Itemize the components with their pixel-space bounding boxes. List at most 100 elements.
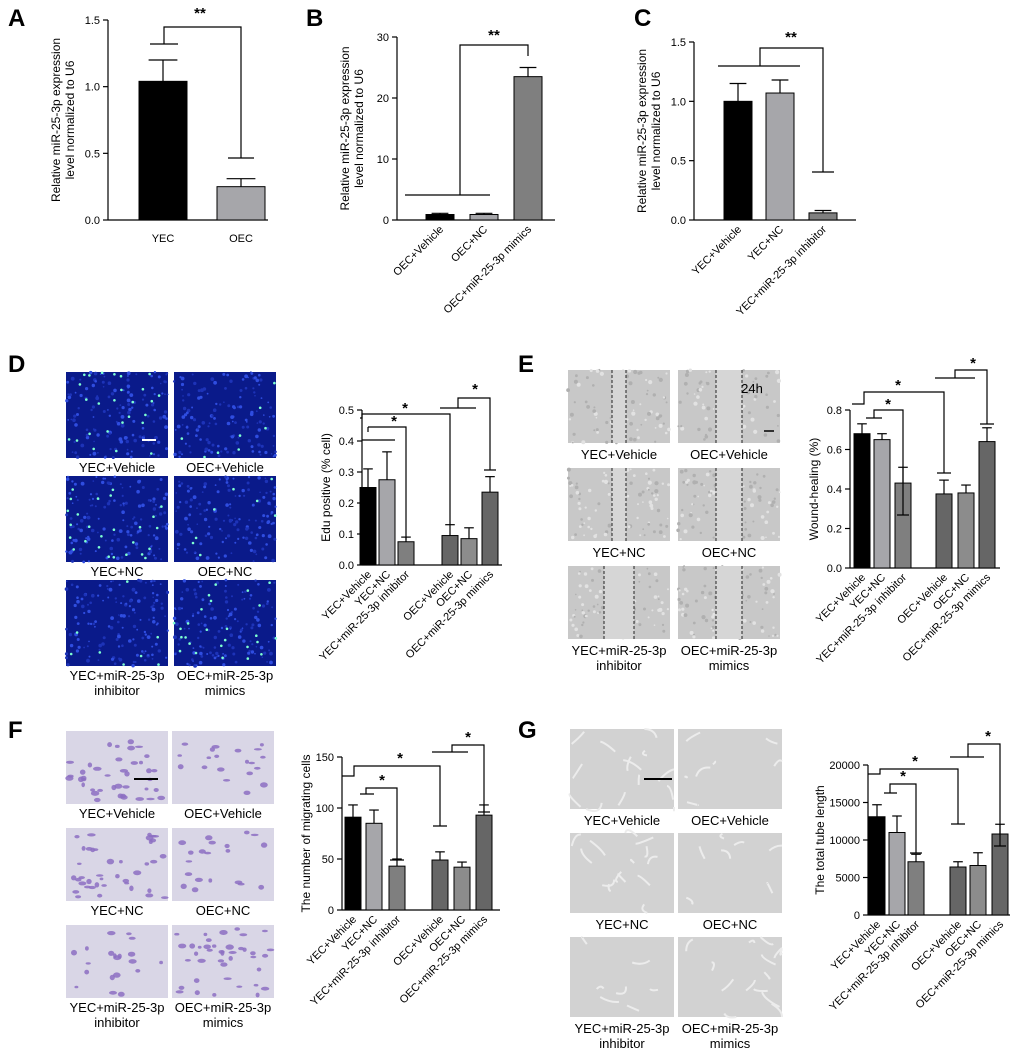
tube-segment xyxy=(760,954,777,966)
nucleus xyxy=(253,391,256,394)
tube-segment xyxy=(698,846,706,860)
cell xyxy=(579,570,581,573)
cell xyxy=(769,577,773,580)
nucleus xyxy=(96,433,100,437)
cell xyxy=(705,381,708,384)
nucleus xyxy=(144,581,147,584)
cell xyxy=(697,495,700,498)
cell xyxy=(705,371,708,374)
cell xyxy=(752,488,756,492)
nucleus xyxy=(227,534,231,538)
nucleus xyxy=(73,440,76,444)
nucleus xyxy=(225,478,228,481)
wound-gap xyxy=(612,370,626,443)
nucleus xyxy=(256,610,260,613)
nucleus xyxy=(259,645,264,650)
migrated-cell xyxy=(208,840,216,845)
tube-segment xyxy=(568,792,582,808)
cell xyxy=(709,489,713,493)
nucleus xyxy=(255,410,258,413)
edu-positive-cell xyxy=(84,539,87,543)
cell xyxy=(686,392,689,395)
cell xyxy=(648,500,653,505)
nucleus xyxy=(246,481,250,485)
migrated-cell xyxy=(122,878,130,883)
nucleus xyxy=(127,551,131,556)
cell xyxy=(684,373,689,377)
nucleus xyxy=(96,395,99,398)
cell xyxy=(654,427,657,429)
nucleus xyxy=(185,587,190,592)
cell xyxy=(767,501,771,505)
nucleus xyxy=(153,408,156,412)
nucleus xyxy=(126,371,131,376)
nucleus xyxy=(240,628,243,632)
nucleus xyxy=(224,585,227,587)
migrated-cell xyxy=(248,761,255,765)
nucleus xyxy=(116,421,121,426)
edu-positive-cell xyxy=(199,553,202,557)
nucleus xyxy=(143,596,147,600)
nucleus xyxy=(207,440,211,445)
nucleus xyxy=(67,393,70,396)
y-tick-label: 15000 xyxy=(829,798,860,810)
migrated-cell xyxy=(197,945,202,949)
nucleus xyxy=(122,502,125,505)
nucleus xyxy=(108,414,112,417)
migrated-cell xyxy=(250,951,256,956)
y-tick-label: 0.5 xyxy=(339,405,354,417)
nucleus xyxy=(77,407,80,410)
nucleus xyxy=(94,625,96,628)
bar-5 xyxy=(460,538,478,566)
migrated-cell xyxy=(228,956,233,961)
bar-1 xyxy=(853,433,871,569)
nucleus xyxy=(257,476,261,480)
tube-segment xyxy=(626,1004,640,1012)
cell xyxy=(691,525,695,529)
nucleus xyxy=(174,529,179,534)
nucleus xyxy=(245,421,248,423)
nucleus xyxy=(82,560,86,564)
cell xyxy=(628,381,633,386)
micrograph-caption: OEC+NC xyxy=(198,564,253,579)
nucleus xyxy=(234,618,237,621)
cell xyxy=(756,473,759,476)
nucleus xyxy=(197,623,201,626)
cell xyxy=(658,377,663,382)
nucleus xyxy=(102,477,105,480)
nucleus xyxy=(249,594,253,597)
nucleus xyxy=(108,587,113,592)
nucleus xyxy=(139,579,143,583)
tube-segment xyxy=(571,763,583,780)
bar-1 xyxy=(868,816,886,916)
nucleus xyxy=(252,387,255,390)
nucleus xyxy=(217,556,220,559)
cell xyxy=(592,409,596,413)
bar-3 xyxy=(397,541,415,566)
nucleus xyxy=(254,579,257,582)
cell xyxy=(645,393,649,396)
cell xyxy=(571,535,575,540)
edu-positive-cell xyxy=(121,421,124,424)
edu-positive-cell xyxy=(112,528,116,531)
edu-positive-cell xyxy=(113,399,116,402)
y-tick-label: 0 xyxy=(328,905,334,917)
nucleus xyxy=(267,501,271,505)
cell xyxy=(679,469,684,474)
cell xyxy=(703,584,707,588)
cell xyxy=(711,625,715,629)
cell xyxy=(710,492,713,494)
nucleus xyxy=(250,626,254,630)
cell xyxy=(747,497,751,502)
micrograph-background xyxy=(66,580,168,666)
nucleus xyxy=(121,626,124,629)
migrated-cell xyxy=(214,754,220,758)
nucleus xyxy=(274,505,277,508)
nucleus xyxy=(158,416,163,420)
nucleus xyxy=(241,591,244,594)
migrated-cell xyxy=(127,739,134,745)
nucleus xyxy=(101,480,105,485)
migrated-cell xyxy=(87,762,93,768)
nucleus xyxy=(98,584,102,587)
